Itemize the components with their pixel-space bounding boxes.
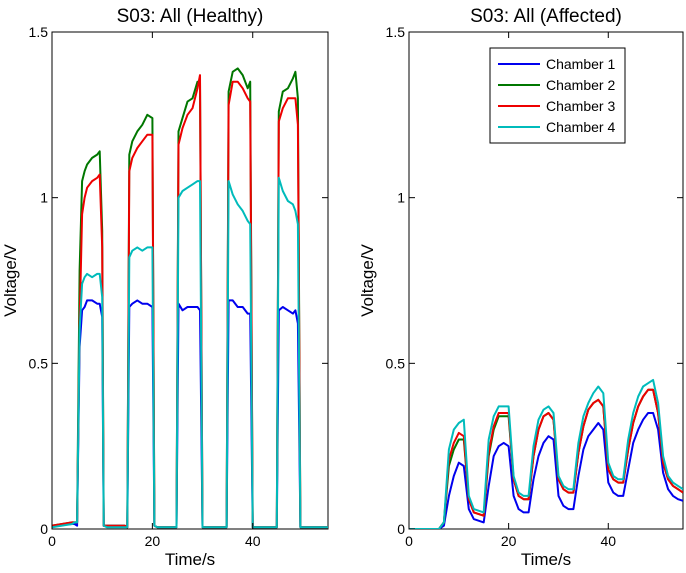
y-tick-label: 0.5	[29, 355, 49, 371]
legend-label: Chamber 2	[546, 77, 615, 93]
y-tick-label: 1.5	[29, 24, 49, 40]
x-tick-label: 0	[405, 533, 413, 549]
plot-area	[51, 31, 329, 530]
y-tick-label: 1.5	[386, 24, 406, 40]
x-tick-label: 20	[501, 533, 517, 549]
chart-panel-1: 0 20 40 0 0.5 1 1.5 S03: All (Healthy) Time/s Vol…	[1, 6, 329, 569]
series-line-chamber-1	[409, 412, 683, 529]
y-axis-label: Voltage/V	[1, 243, 20, 316]
x-axis-label: Time/s	[165, 550, 215, 569]
chart-title: S03: All (Affected)	[470, 6, 622, 27]
series-line-chamber-4	[409, 378, 683, 529]
legend: Chamber 1 Chamber 2 Chamber 3 Chamber 4	[489, 47, 626, 144]
series-group	[409, 378, 683, 529]
y-tick-label: 1	[40, 190, 48, 206]
chart-panel-2: 0 20 40 0 0.5 1 1.5 S03: All (Affected) Time/s Vo…	[358, 6, 684, 569]
y-tick-label: 0	[397, 521, 405, 537]
series-line-chamber-3	[409, 388, 683, 529]
legend-label: Chamber 1	[546, 56, 615, 72]
x-tick-label: 20	[145, 533, 161, 549]
y-tick-label: 0.5	[386, 355, 406, 371]
legend-label: Chamber 3	[546, 98, 615, 114]
x-tick-label: 40	[245, 533, 261, 549]
series-line-chamber-4	[52, 176, 328, 529]
x-axis-label: Time/s	[521, 550, 571, 569]
y-tick-label: 0	[40, 521, 48, 537]
y-axis-label: Voltage/V	[358, 243, 377, 316]
chart-title: S03: All (Healthy)	[117, 6, 264, 27]
x-tick-label: 0	[48, 533, 56, 549]
series-group	[52, 67, 328, 529]
y-tick-label: 1	[397, 190, 405, 206]
legend-label: Chamber 4	[546, 119, 615, 135]
x-tick-label: 40	[600, 533, 616, 549]
